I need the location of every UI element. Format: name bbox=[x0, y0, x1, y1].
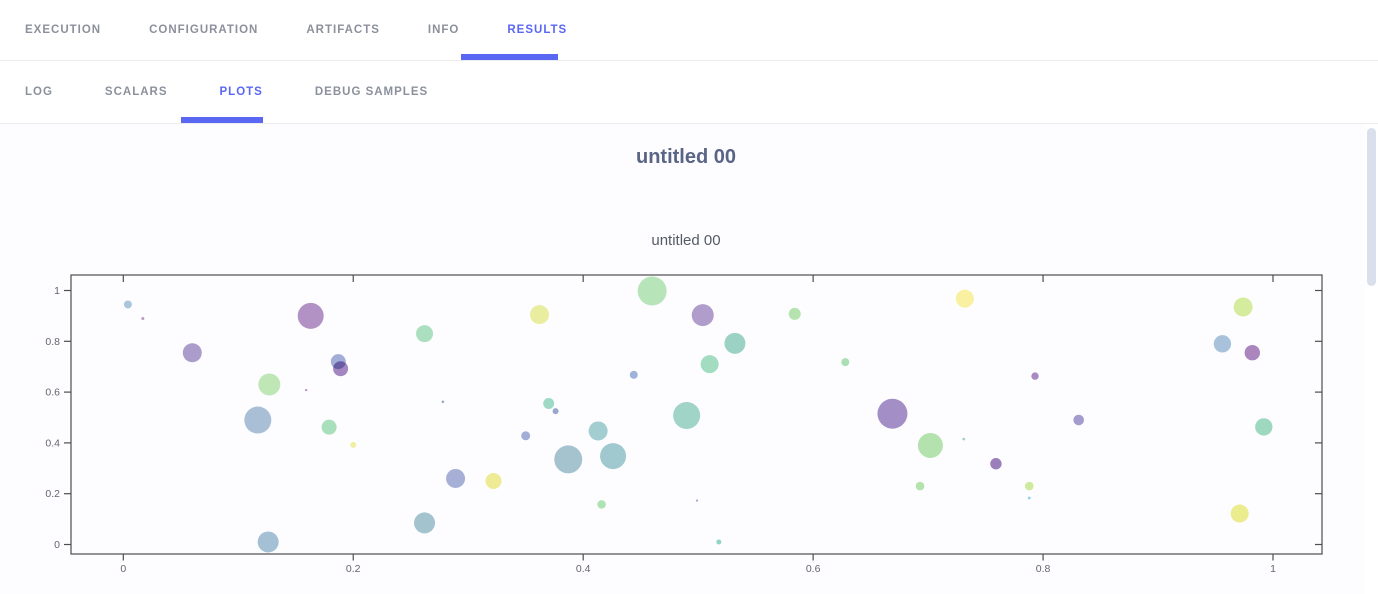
scatter-point[interactable] bbox=[304, 388, 308, 392]
axis-tick-label: 1 bbox=[1270, 563, 1276, 575]
scatter-point[interactable] bbox=[529, 305, 549, 325]
results-tabrow: EXECUTION CONFIGURATION ARTIFACTS INFO RESUL… bbox=[0, 0, 1378, 60]
scatter-point[interactable] bbox=[258, 373, 281, 396]
tab-artifacts[interactable]: ARTIFACTS bbox=[306, 24, 380, 36]
scatter-chart-canvas[interactable]: 0 0.2 0.4 0.6 0.8 1 0 0.2 0.4 0.6 0.8 1 bbox=[0, 260, 1345, 594]
results-tabbar: EXECUTION CONFIGURATION ARTIFACTS INFO RESUL… bbox=[0, 0, 1378, 61]
subtab-log[interactable]: LOG bbox=[25, 86, 53, 98]
results-subtabrow: LOG SCALARS PLOTS DEBUG SAMPLES bbox=[0, 61, 1378, 123]
scatter-point[interactable] bbox=[724, 332, 746, 354]
subtab-debug-samples[interactable]: DEBUG SAMPLES bbox=[314, 86, 429, 98]
axis-tick-label: 0.2 bbox=[45, 488, 60, 500]
scatter-point[interactable] bbox=[552, 408, 559, 415]
scatter-point[interactable] bbox=[416, 325, 434, 343]
axis-tick-label: 0.2 bbox=[346, 563, 361, 575]
tab-results[interactable]: RESULTS bbox=[507, 24, 568, 36]
scatter-point[interactable] bbox=[543, 398, 555, 410]
page-scrollbar-track[interactable] bbox=[1365, 124, 1378, 594]
subtab-scalars[interactable]: SCALARS bbox=[104, 86, 168, 98]
scatter-point[interactable] bbox=[716, 539, 722, 545]
scatter-point[interactable] bbox=[1031, 372, 1039, 380]
plot-section-title: untitled 00 bbox=[635, 146, 736, 168]
scatter-point[interactable] bbox=[1213, 335, 1232, 353]
scatter-point[interactable] bbox=[1230, 504, 1249, 523]
scatter-point[interactable] bbox=[123, 300, 132, 309]
tab-configuration[interactable]: CONFIGURATION bbox=[149, 24, 259, 36]
scatter-point[interactable] bbox=[962, 437, 966, 441]
plot-title: untitled 00 bbox=[651, 232, 721, 249]
plot-frame bbox=[70, 274, 1323, 555]
scatter-point[interactable] bbox=[182, 343, 202, 363]
scatter-point[interactable] bbox=[788, 307, 801, 320]
scatter-point[interactable] bbox=[1244, 345, 1261, 361]
active-subtab-underline bbox=[181, 117, 263, 123]
scatter-point[interactable] bbox=[441, 400, 445, 404]
axis-tick-label: 0.8 bbox=[1036, 563, 1051, 575]
axis-tick-label: 0 bbox=[54, 539, 60, 551]
active-tab-underline bbox=[461, 54, 558, 60]
scatter-point[interactable] bbox=[877, 398, 908, 429]
tab-execution[interactable]: EXECUTION bbox=[25, 24, 102, 36]
scatter-point[interactable] bbox=[446, 468, 466, 488]
scatter-point[interactable] bbox=[597, 500, 606, 509]
bubble-scatter-plot[interactable]: 0 0.2 0.4 0.6 0.8 1 0 0.2 0.4 0.6 0.8 1 bbox=[0, 260, 1345, 594]
axis-tick-label: 0.8 bbox=[45, 336, 60, 348]
scatter-point[interactable] bbox=[485, 473, 502, 489]
page-scrollbar-thumb[interactable] bbox=[1367, 128, 1376, 286]
scatter-point[interactable] bbox=[1027, 496, 1031, 500]
scatter-point[interactable] bbox=[917, 432, 943, 458]
scatter-point[interactable] bbox=[350, 441, 357, 448]
scatter-point[interactable] bbox=[673, 401, 701, 429]
scatter-point[interactable] bbox=[955, 289, 974, 308]
scatter-point[interactable] bbox=[257, 531, 279, 553]
scatter-point[interactable] bbox=[600, 443, 627, 470]
scatter-point[interactable] bbox=[141, 316, 145, 320]
scatter-point[interactable] bbox=[700, 355, 719, 374]
axis-tick-label: 0.6 bbox=[806, 563, 821, 575]
scatter-point[interactable] bbox=[1255, 418, 1273, 436]
scatter-point[interactable] bbox=[695, 499, 699, 502]
scatter-point[interactable] bbox=[554, 445, 583, 474]
results-subtabbar: LOG SCALARS PLOTS DEBUG SAMPLES bbox=[0, 61, 1378, 124]
axis-tick-label: 1 bbox=[54, 285, 60, 297]
scatter-point[interactable] bbox=[1233, 297, 1253, 317]
scatter-point[interactable] bbox=[321, 419, 337, 435]
scatter-point[interactable] bbox=[1024, 481, 1034, 491]
scatter-point[interactable] bbox=[990, 458, 1002, 470]
subtab-plots[interactable]: PLOTS bbox=[219, 86, 263, 98]
scatter-points bbox=[123, 276, 1273, 553]
scatter-point[interactable] bbox=[841, 358, 850, 367]
scatter-point[interactable] bbox=[637, 276, 667, 306]
scatter-point[interactable] bbox=[244, 406, 272, 434]
tab-info[interactable]: INFO bbox=[427, 24, 460, 36]
scatter-point[interactable] bbox=[588, 421, 608, 441]
scatter-point[interactable] bbox=[414, 512, 436, 534]
plots-panel: untitled 00 untitled 00 0 0.2 0.4 0.6 0.8 1 0 0… bbox=[0, 124, 1378, 594]
scatter-point[interactable] bbox=[915, 481, 925, 491]
scatter-point[interactable] bbox=[629, 370, 638, 379]
axis-tick-label: 0.4 bbox=[576, 563, 591, 575]
axis-tick-label: 0.6 bbox=[45, 387, 60, 399]
scatter-point[interactable] bbox=[1073, 414, 1085, 426]
axis-tick-label: 0.4 bbox=[45, 437, 60, 449]
scatter-point[interactable] bbox=[691, 304, 714, 327]
scatter-point[interactable] bbox=[333, 361, 349, 377]
axis-tick-label: 0 bbox=[120, 563, 126, 575]
scatter-point[interactable] bbox=[521, 431, 531, 441]
scatter-point[interactable] bbox=[297, 302, 324, 329]
